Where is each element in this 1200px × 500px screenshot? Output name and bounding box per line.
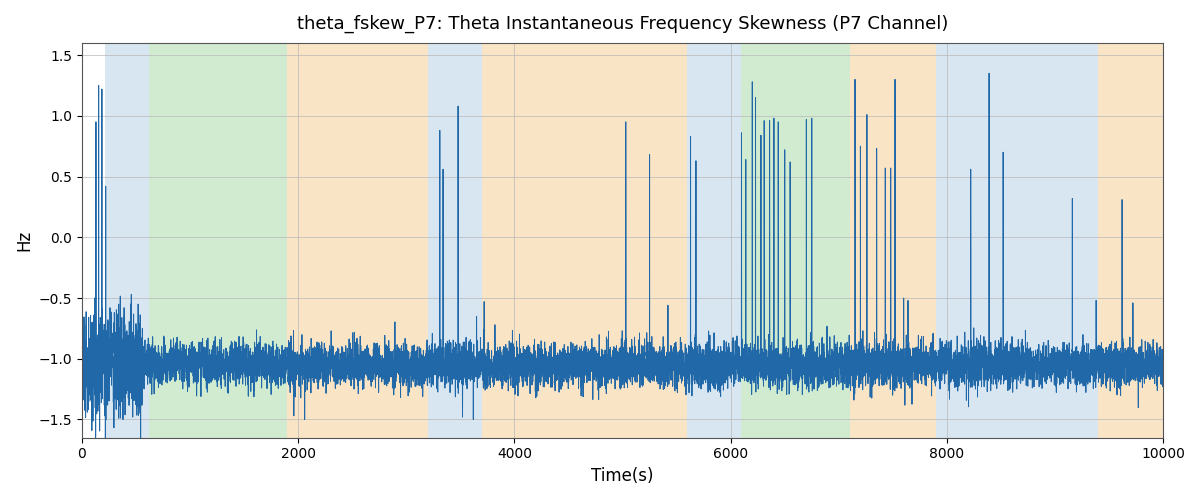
Y-axis label: Hz: Hz <box>14 230 32 251</box>
Bar <box>482 43 688 438</box>
Bar <box>742 43 850 438</box>
Bar <box>149 43 287 438</box>
Bar <box>936 43 1098 438</box>
Title: theta_fskew_P7: Theta Instantaneous Frequency Skewness (P7 Channel): theta_fskew_P7: Theta Instantaneous Freq… <box>296 15 948 34</box>
Bar <box>428 43 482 438</box>
Bar <box>104 43 149 438</box>
Bar <box>850 43 936 438</box>
Bar <box>1098 43 1163 438</box>
Bar <box>688 43 742 438</box>
X-axis label: Time(s): Time(s) <box>592 467 654 485</box>
Bar <box>287 43 428 438</box>
